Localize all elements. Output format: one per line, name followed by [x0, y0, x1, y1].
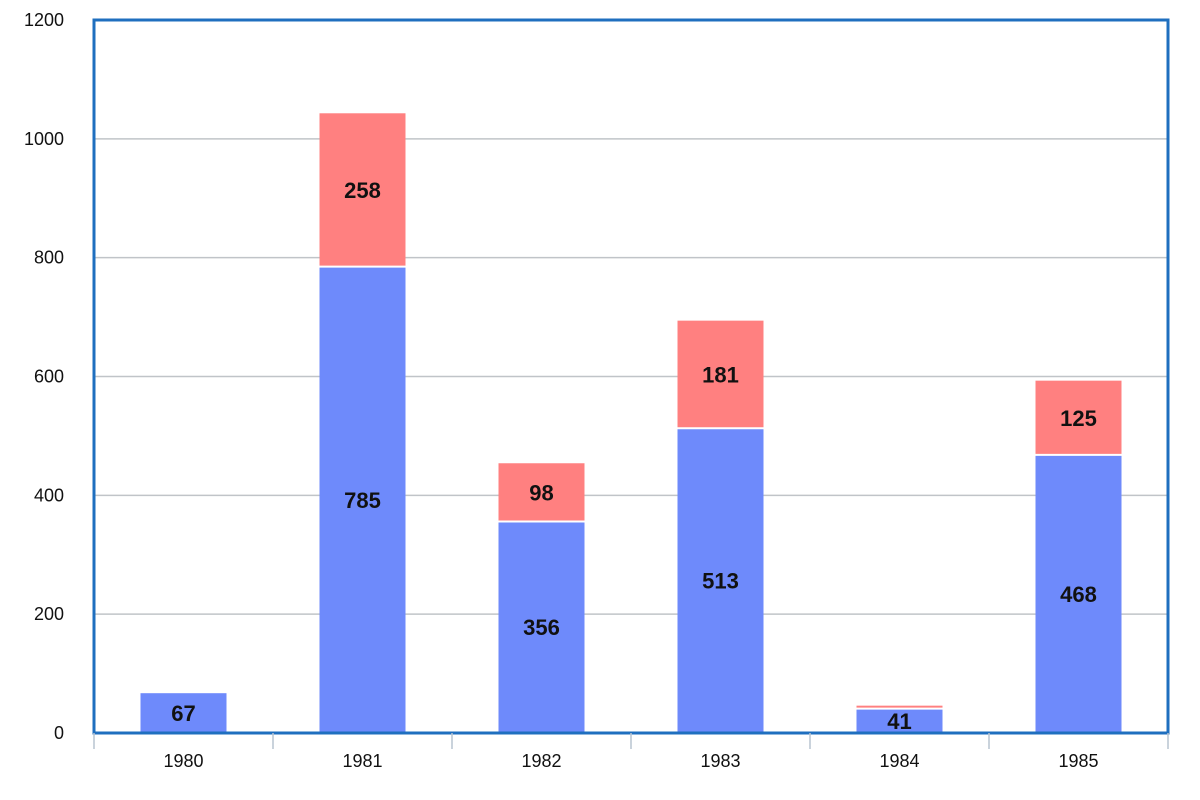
x-tick-label: 1985 [1058, 751, 1098, 771]
data-label: 98 [529, 480, 553, 505]
bar-segment-series2 [856, 705, 943, 709]
bar-segment-series2 [498, 463, 585, 522]
bar-segment-series1 [140, 693, 227, 733]
y-tick-label: 200 [34, 604, 64, 624]
data-label: 356 [523, 615, 560, 640]
data-label: 785 [344, 488, 381, 513]
bar-segment-series2 [1035, 380, 1122, 455]
x-tick-label: 1983 [700, 751, 740, 771]
data-label: 181 [702, 362, 739, 387]
data-labels: 67 785 258 356 98 513 181 41 468 125 [171, 178, 1097, 734]
x-tick-label: 1981 [342, 751, 382, 771]
y-axis-ticks: 0 200 400 600 800 1000 1200 [24, 10, 64, 743]
grid-lines [94, 138, 1168, 615]
y-tick-label: 600 [34, 367, 64, 387]
x-axis-ticks: 1980 1981 1982 1983 1984 1985 [93, 733, 1169, 771]
data-label: 125 [1060, 406, 1097, 431]
y-tick-label: 1000 [24, 129, 64, 149]
bar-segment-series1 [1035, 454, 1122, 733]
bars [140, 113, 1122, 733]
data-label: 513 [702, 569, 739, 594]
bar-segment-series2 [677, 320, 764, 429]
x-tick-label: 1982 [521, 751, 561, 771]
y-tick-label: 800 [34, 248, 64, 268]
bar-segment-series2 [319, 113, 406, 267]
x-tick-label: 1980 [163, 751, 203, 771]
bar-segment-series1 [856, 708, 943, 733]
data-label: 258 [344, 178, 381, 203]
x-tick-label: 1984 [879, 751, 919, 771]
bar-segment-series1 [498, 521, 585, 733]
y-tick-label: 400 [34, 485, 64, 505]
bar-segment-series1 [677, 428, 764, 733]
data-label: 67 [171, 701, 195, 726]
y-tick-label: 0 [54, 723, 64, 743]
data-label: 468 [1060, 582, 1097, 607]
data-label: 41 [887, 709, 911, 734]
bar-segment-series1 [319, 266, 406, 733]
y-tick-label: 1200 [24, 10, 64, 30]
